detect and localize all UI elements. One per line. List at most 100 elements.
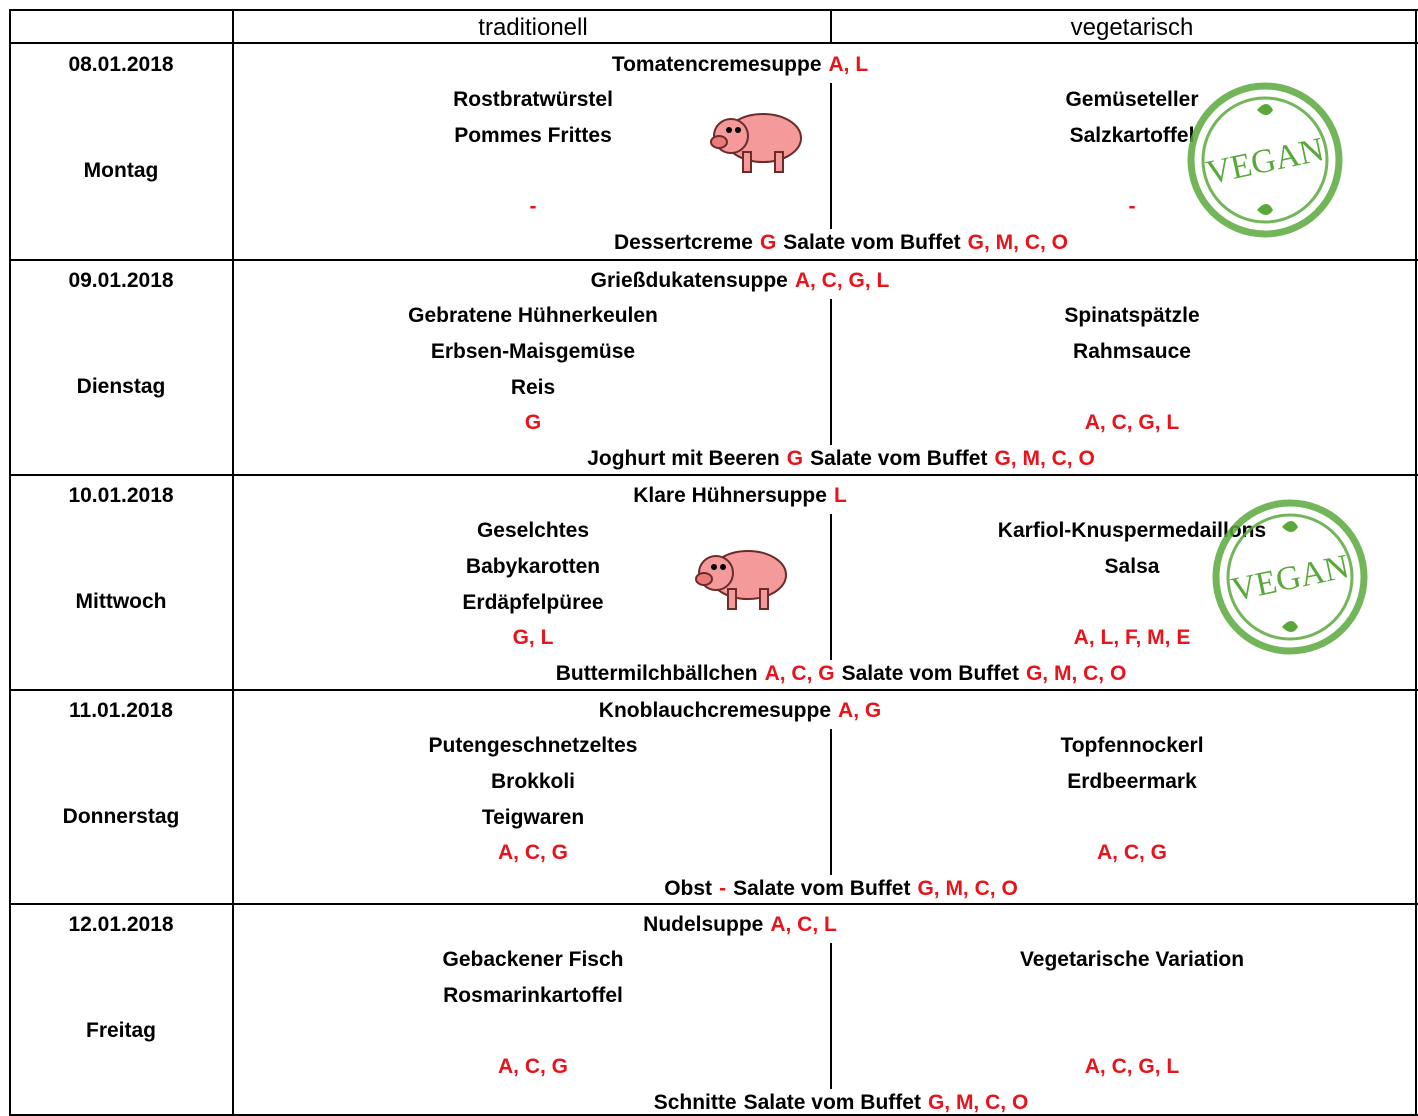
soup-name: Tomatencremesuppe bbox=[611, 53, 822, 76]
soup-name: Nudelsuppe bbox=[643, 913, 764, 936]
dish: Teigwaren bbox=[481, 806, 585, 829]
dish: Karfiol-Knuspermedaillons bbox=[997, 519, 1267, 542]
date: 11.01.2018 bbox=[69, 699, 173, 722]
dessert-line: Dessertcreme G Salate vom Buffet G, M, C, O bbox=[614, 231, 1068, 255]
date: 10.01.2018 bbox=[68, 484, 174, 507]
allergens: G bbox=[524, 411, 542, 434]
soup: Tomatencremesuppe A, L bbox=[612, 53, 868, 77]
table-border bbox=[1415, 9, 1417, 1116]
table-border bbox=[830, 729, 832, 875]
dish: Rostbratwürstel bbox=[453, 88, 613, 111]
table-border bbox=[830, 299, 832, 445]
table-border bbox=[232, 9, 234, 1116]
weekday: Montag bbox=[83, 159, 159, 182]
weekday: Dienstag bbox=[76, 375, 166, 398]
dish: Spinatspätzle bbox=[1064, 304, 1200, 327]
table-border bbox=[830, 9, 832, 43]
dessert-line: Schnitte Salate vom Buffet G, M, C, O bbox=[654, 1091, 1029, 1115]
allergens: A, C, G, L bbox=[1084, 1055, 1180, 1078]
allergens: G, L bbox=[512, 626, 554, 649]
dish: Geselchtes bbox=[476, 519, 590, 542]
dish: Gemüseteller bbox=[1065, 88, 1199, 111]
table-border bbox=[830, 943, 832, 1089]
salad-allergens: G, M, C, O bbox=[1025, 662, 1127, 685]
dessert-name: Buttermilchbällchen bbox=[555, 662, 758, 685]
pig-icon bbox=[695, 550, 787, 610]
table-border bbox=[9, 9, 1418, 11]
table-border bbox=[9, 259, 1418, 261]
soup-allergens: A, C, L bbox=[770, 913, 837, 936]
dish: Reis bbox=[510, 376, 556, 399]
table-border bbox=[9, 9, 11, 1116]
weekday: Mittwoch bbox=[75, 590, 167, 613]
stamp-text: VEGAN bbox=[1228, 548, 1352, 609]
soup-name: Knoblauchcremesuppe bbox=[598, 699, 832, 722]
dish: Topfennockerl bbox=[1060, 734, 1204, 757]
dish: Putengeschnetzeltes bbox=[428, 734, 638, 757]
date: 12.01.2018 bbox=[68, 913, 174, 936]
dessert-line: Obst - Salate vom Buffet G, M, C, O bbox=[664, 877, 1018, 901]
dish: Brokkoli bbox=[490, 770, 576, 793]
dish: Erdbeermark bbox=[1067, 770, 1197, 793]
table-border bbox=[9, 689, 1418, 691]
dish: Gebratene Hühnerkeulen bbox=[408, 304, 658, 327]
dessert-name: Schnitte bbox=[653, 1091, 737, 1114]
vegan-stamp: VEGAN bbox=[1212, 499, 1368, 655]
salad-allergens: G, M, C, O bbox=[967, 231, 1068, 254]
table-border bbox=[830, 83, 832, 229]
soup: Nudelsuppe A, C, L bbox=[643, 913, 837, 937]
dessert-name: Dessertcreme bbox=[614, 231, 753, 254]
salad-name: Salate vom Buffet bbox=[783, 231, 961, 254]
allergens: A, C, G bbox=[497, 841, 569, 864]
soup: Knoblauchcremesuppe A, G bbox=[599, 699, 881, 723]
allergens: A, C, G bbox=[1096, 841, 1168, 864]
soup-allergens: A, C, G, L bbox=[794, 269, 890, 292]
date: 09.01.2018 bbox=[68, 269, 174, 292]
vegan-stamp: VEGAN bbox=[1187, 82, 1343, 238]
dessert-name: Joghurt mit Beeren bbox=[587, 447, 780, 470]
salad-allergens: G, M, C, O bbox=[917, 877, 1018, 900]
dessert-line: Joghurt mit Beeren G Salate vom Buffet G, M… bbox=[587, 447, 1095, 471]
soup-allergens: A, L bbox=[828, 53, 869, 76]
dish: Gebackener Fisch bbox=[442, 948, 624, 971]
soup: Klare Hühnersuppe L bbox=[633, 484, 847, 508]
dish: Salsa bbox=[1104, 555, 1160, 578]
soup-name: Grießdukatensuppe bbox=[590, 269, 788, 292]
salad-name: Salate vom Buffet bbox=[743, 1091, 921, 1114]
soup: Grießdukatensuppe A, C, G, L bbox=[591, 269, 890, 293]
allergens: - bbox=[1128, 195, 1136, 218]
dish: Babykarotten bbox=[465, 555, 601, 578]
dessert-name: Obst bbox=[664, 877, 713, 900]
pig-icon bbox=[710, 113, 802, 173]
allergens: A, C, G, L bbox=[1084, 411, 1180, 434]
dish: Erbsen-Maisgemüse bbox=[430, 340, 636, 363]
salad-allergens: G, M, C, O bbox=[927, 1091, 1029, 1114]
allergens: A, L, F, M, E bbox=[1073, 626, 1191, 649]
table-border bbox=[9, 1114, 1418, 1116]
table-border bbox=[9, 474, 1418, 476]
stamp-text: VEGAN bbox=[1203, 131, 1327, 192]
dish: Erdäpfelpüree bbox=[462, 591, 604, 614]
table-border bbox=[9, 903, 1418, 905]
dessert-allergens: G bbox=[786, 447, 804, 470]
column-header: vegetarisch bbox=[1070, 14, 1194, 41]
dish: Rosmarinkartoffel bbox=[443, 984, 623, 1007]
soup-allergens: A, G bbox=[838, 699, 882, 722]
salad-name: Salate vom Buffet bbox=[841, 662, 1019, 685]
table-border bbox=[9, 42, 1418, 44]
salad-name: Salate vom Buffet bbox=[733, 877, 911, 900]
dish: Rahmsauce bbox=[1073, 340, 1191, 363]
weekday: Donnerstag bbox=[62, 805, 180, 828]
soup-allergens: L bbox=[833, 484, 847, 507]
dish: Vegetarische Variation bbox=[1019, 948, 1245, 971]
soup-name: Klare Hühnersuppe bbox=[633, 484, 827, 507]
dish: Pommes Frittes bbox=[454, 124, 612, 147]
date: 08.01.2018 bbox=[68, 53, 174, 76]
dessert-allergens: A, C, G bbox=[764, 662, 835, 685]
dessert-allergens: G bbox=[759, 231, 777, 254]
salad-allergens: G, M, C, O bbox=[994, 447, 1095, 470]
column-header: traditionell bbox=[478, 14, 588, 41]
table-border bbox=[830, 514, 832, 660]
weekday: Freitag bbox=[85, 1019, 157, 1042]
